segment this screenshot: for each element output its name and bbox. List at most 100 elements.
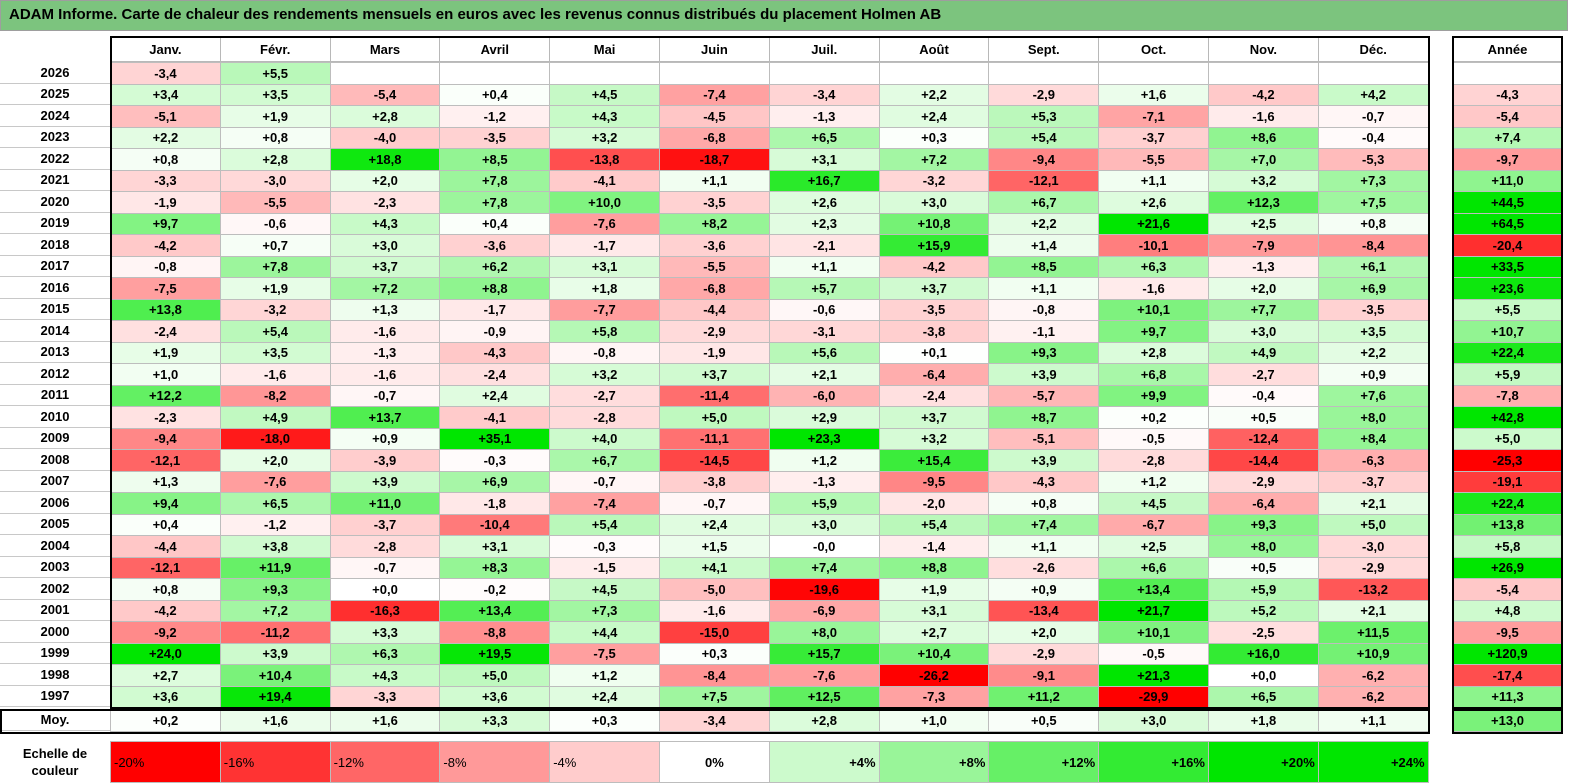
heatmap-cell: +5,8	[549, 320, 660, 343]
heatmap-cell: -2,7	[1208, 363, 1319, 386]
heatmap-cell: -7,4	[659, 83, 770, 106]
heatmap-cell: +5,9	[1208, 578, 1319, 601]
heatmap-cell: +2,2	[878, 83, 990, 106]
heatmap-cell: -6,8	[659, 126, 770, 149]
heatmap-cell: -6,8	[659, 277, 770, 300]
heatmap-cell: +1,0	[878, 709, 990, 732]
heatmap-cell: +15,4	[878, 449, 990, 472]
heatmap-cell: +4,3	[549, 105, 660, 128]
heatmap-cell: +5,5	[219, 62, 331, 85]
heatmap-cell: -3,3	[329, 685, 441, 708]
heatmap-cell: -2,3	[110, 406, 221, 429]
annual-cell: +33,5	[1452, 255, 1563, 278]
heatmap-cell: -0,6	[219, 212, 331, 235]
heatmap-cell: -4,0	[329, 126, 441, 149]
heatmap-cell: +2,0	[329, 169, 441, 192]
heatmap-cell: +5,7	[768, 277, 880, 300]
heatmap-cell: +24,0	[110, 642, 221, 665]
heatmap-cell: +0,1	[878, 341, 990, 364]
heatmap-cell: -5,7	[988, 384, 1100, 407]
heatmap-cell: +1,1	[659, 169, 770, 192]
column-header: Mai	[549, 36, 660, 62]
heatmap-cell	[549, 62, 660, 85]
heatmap-cell: +3,6	[110, 685, 221, 708]
heatmap-cell: -0,8	[988, 298, 1100, 321]
heatmap-cell: -3,7	[329, 513, 441, 536]
color-scale-step: +16%	[1098, 741, 1209, 783]
year-label: 2003	[0, 556, 110, 578]
heatmap-cell: +4,5	[549, 578, 660, 601]
heatmap-cell: -7,6	[219, 470, 331, 493]
heatmap-cell: -2,9	[988, 83, 1100, 106]
heatmap-cell: -1,9	[659, 341, 770, 364]
heatmap-cell: +0,3	[878, 126, 990, 149]
heatmap-cell: -4,4	[659, 298, 770, 321]
color-scale-step: -20%	[110, 741, 221, 783]
heatmap-cell: +0,0	[329, 578, 441, 601]
annual-cell: +5,0	[1452, 427, 1563, 450]
heatmap-cell: -7,7	[549, 298, 660, 321]
heatmap-cell: +21,7	[1098, 599, 1209, 622]
column-header: Nov.	[1208, 36, 1319, 62]
heatmap-cell: -6,2	[1317, 664, 1429, 687]
heatmap-cell: -4,5	[659, 105, 770, 128]
year-label: 2010	[0, 406, 110, 428]
heatmap-cell: +7,7	[1208, 298, 1319, 321]
annual-cell: +120,9	[1452, 642, 1563, 665]
heatmap-cell: +8,8	[439, 277, 551, 300]
column-header: Sept.	[988, 36, 1100, 62]
heatmap-cell: +1,1	[768, 255, 880, 278]
heatmap-cell: -3,8	[659, 470, 770, 493]
heatmap-cell: -3,5	[659, 191, 770, 214]
annual-cell: -4,3	[1452, 83, 1563, 106]
color-scale-step: -12%	[329, 741, 441, 783]
heatmap-cell: -4,4	[110, 535, 221, 558]
heatmap-cell: -2,1	[768, 234, 880, 257]
heatmap-cell: +3,8	[219, 535, 331, 558]
heatmap-cell: +21,6	[1098, 212, 1209, 235]
heatmap-cell: -7,3	[878, 685, 990, 708]
heatmap-cell: +1,2	[549, 664, 660, 687]
heatmap-cell: +6,5	[1208, 685, 1319, 708]
heatmap-cell	[439, 62, 551, 85]
heatmap-cell: -4,3	[439, 341, 551, 364]
year-label: 2000	[0, 621, 110, 643]
heatmap-cell: -2,4	[439, 363, 551, 386]
heatmap-cell: -9,5	[878, 470, 990, 493]
heatmap-cell: -7,6	[549, 212, 660, 235]
heatmap-cell: +2,5	[1098, 535, 1209, 558]
heatmap-cell: -13,2	[1317, 578, 1429, 601]
heatmap-cell: +0,4	[439, 83, 551, 106]
year-label: 2021	[0, 169, 110, 191]
heatmap-cell: -0,3	[439, 449, 551, 472]
heatmap-cell: +7,3	[549, 599, 660, 622]
heatmap-cell: -0,4	[1208, 384, 1319, 407]
heatmap-cell: -7,4	[549, 492, 660, 515]
annual-cell: -5,4	[1452, 578, 1563, 601]
heatmap-cell	[659, 62, 770, 85]
heatmap-cell: -5,5	[219, 191, 331, 214]
annual-cell	[1452, 62, 1563, 85]
heatmap-cell: +0,4	[110, 513, 221, 536]
heatmap-cell: +3,2	[1208, 169, 1319, 192]
heatmap-cell: -8,4	[659, 664, 770, 687]
heatmap-cell	[1098, 62, 1209, 85]
heatmap-cell: +1,1	[988, 535, 1100, 558]
annual-cell: -25,3	[1452, 449, 1563, 472]
heatmap-cell: -3,9	[329, 449, 441, 472]
heatmap-cell: -3,2	[878, 169, 990, 192]
heatmap-cell: +10,9	[1317, 642, 1429, 665]
heatmap-cell	[988, 62, 1100, 85]
heatmap-cell: +2,2	[1317, 341, 1429, 364]
heatmap-cell: -0,9	[439, 320, 551, 343]
heatmap-cell: +0,5	[1208, 556, 1319, 579]
heatmap-cell: +3,0	[768, 513, 880, 536]
heatmap-cell: +3,7	[878, 406, 990, 429]
heatmap-cell: -12,1	[110, 449, 221, 472]
heatmap-cell: +0,8	[219, 126, 331, 149]
heatmap-cell: -5,5	[1098, 148, 1209, 171]
heatmap-cell: +7,8	[219, 255, 331, 278]
heatmap-cell: -9,4	[988, 148, 1100, 171]
heatmap-cell: +3,1	[439, 535, 551, 558]
year-label: 2023	[0, 126, 110, 148]
